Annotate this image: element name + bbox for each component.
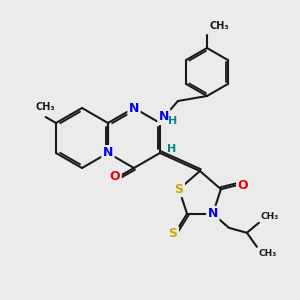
Text: CH₃: CH₃ [36, 102, 56, 112]
Text: N: N [103, 146, 113, 160]
Text: N: N [129, 101, 139, 115]
Text: CH₃: CH₃ [209, 21, 229, 31]
Text: N: N [208, 207, 218, 220]
Text: H: H [167, 144, 177, 154]
Text: O: O [238, 179, 248, 192]
Text: CH₃: CH₃ [259, 249, 277, 258]
Text: O: O [110, 169, 120, 182]
Text: CH₃: CH₃ [261, 212, 279, 221]
Text: H: H [168, 116, 178, 126]
Text: S: S [175, 183, 184, 196]
Text: S: S [169, 227, 178, 240]
Text: N: N [159, 110, 169, 124]
